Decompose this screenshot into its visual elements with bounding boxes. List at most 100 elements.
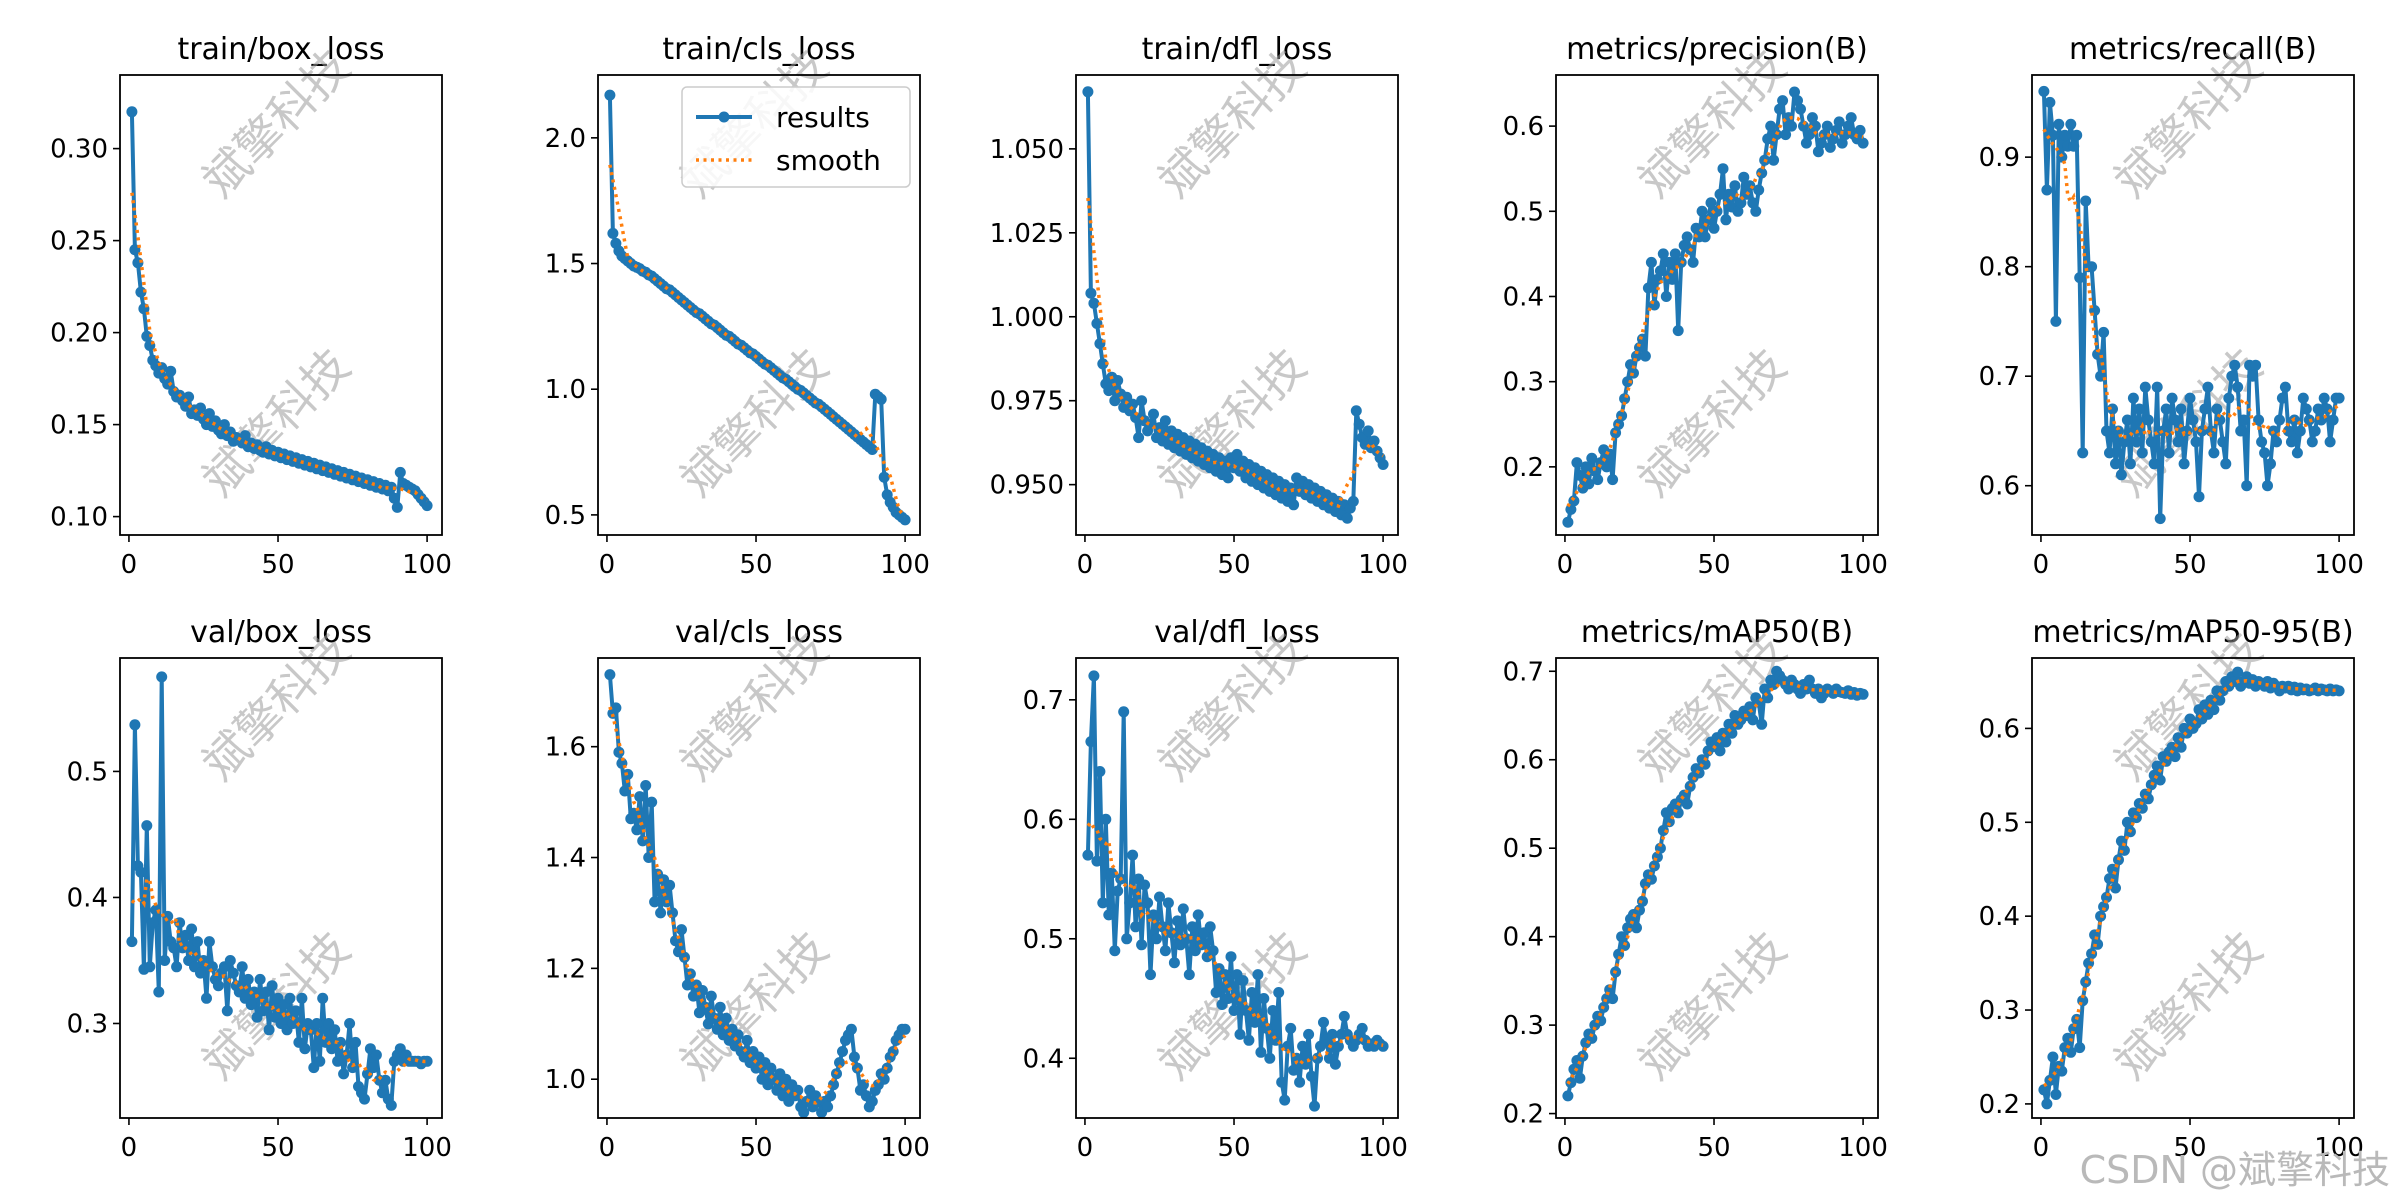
panel-9-title: metrics/mAP50(B) [1581, 615, 1853, 650]
panel-5-results-point [2318, 392, 2330, 404]
panel-5-results-point [2086, 261, 2098, 273]
panel-5-results-point [2259, 447, 2271, 459]
panel-2-results-point [604, 89, 616, 101]
panel-10-results-point [2050, 1089, 2062, 1100]
panel-8-results-point [1109, 945, 1121, 957]
panel-4-results-point [1604, 448, 1616, 460]
panel-3-results-point [1368, 435, 1380, 447]
panel-10-results-point [2062, 1032, 2074, 1044]
panel-5-results-point [2148, 458, 2160, 470]
panel-6-frame [119, 657, 443, 1119]
panel-5-results-point [2136, 447, 2148, 459]
panel-8-results-point [1294, 1076, 1306, 1088]
panel-4-results-point [1705, 197, 1717, 209]
panel-10-ytick-label-4: 0.5 [1979, 808, 2020, 838]
panel-7-results-point [720, 1012, 732, 1024]
panel-6-results-point [242, 973, 254, 985]
panel-5-results-point [2041, 184, 2053, 196]
panel-6-results-point [186, 923, 198, 935]
panel-9-results-point [1595, 1015, 1607, 1027]
panel-8-results-point [1183, 969, 1195, 981]
panel-7-results-point [604, 669, 616, 681]
panel-1-results-point [391, 501, 403, 513]
csdn-credit-watermark: CSDN @斌擎科技 [2079, 1148, 2390, 1192]
panel-4-results-point [1795, 103, 1806, 115]
panel-5-results-point [2077, 447, 2089, 459]
panel-7-results-point [822, 1101, 834, 1113]
panel-1-results-point [239, 430, 251, 442]
panel-7-results-point [613, 746, 625, 758]
panel-6-results-point [332, 1055, 344, 1067]
panel-6-ytick-label-1: 0.3 [67, 1009, 108, 1039]
panel-4-ytick-label-4: 0.5 [1503, 197, 1544, 227]
panel-3-results-point [1377, 459, 1389, 470]
panel-9-ytick-label-5: 0.6 [1503, 746, 1544, 776]
panel-4-results-point [1720, 214, 1732, 226]
panel-8-results-point [1338, 1010, 1350, 1022]
panel-10-results-point [2214, 694, 2226, 706]
panel-5-results-point [2104, 447, 2115, 459]
panel-2-xtick-label-2: 50 [739, 550, 772, 580]
panel-5-results-point [2187, 414, 2199, 426]
panel-1-ytick-label-1: 0.10 [50, 503, 108, 533]
panel-10-results-point [2038, 1084, 2050, 1096]
panel-4-results-point [1592, 474, 1604, 486]
panel-4-results-point [1622, 376, 1634, 388]
panel-5-results-point [2038, 85, 2050, 97]
panel-7-results-point [837, 1046, 848, 1057]
panel-5-results-point [2098, 326, 2110, 338]
panel-8-results-point [1100, 813, 1112, 825]
panel-5-results-point [2050, 315, 2062, 327]
panel-6-results-point [421, 1055, 433, 1067]
panel-5-results-point [2250, 359, 2262, 371]
panel-10-xtick-label-1: 0 [2033, 1133, 2050, 1163]
panel-7-results-point [649, 896, 661, 908]
panel-10-ytick-label-3: 0.4 [1979, 902, 2020, 932]
panel-9-results-point [1720, 736, 1732, 748]
panel-7-results-point [679, 951, 690, 963]
panel-5-xtick-label-2: 50 [2173, 550, 2206, 580]
panel-8-frame [1075, 657, 1399, 1119]
panel-9-smooth-line [1566, 681, 1864, 1085]
panel-4-results-point [1681, 231, 1693, 243]
panel-5-results-point [2220, 458, 2232, 470]
panel-9-ytick-label-6: 0.7 [1503, 657, 1544, 687]
panel-3-results-point [1097, 358, 1109, 370]
panel-8-results-point [1377, 1040, 1389, 1052]
panel-4-results-point [1857, 137, 1869, 149]
panel-7-results-point [825, 1090, 837, 1102]
panel-8-results-point [1088, 670, 1100, 682]
panel-5-results-point [2238, 414, 2250, 426]
panel-6-results-point [195, 967, 206, 979]
panel-6-results-point [367, 1062, 379, 1074]
panel-8-results-point [1171, 915, 1183, 927]
panel-5-results-point [2190, 436, 2202, 448]
panel-9-ytick-label-3: 0.4 [1503, 923, 1544, 953]
panel-7-results-point [676, 924, 687, 936]
panel-6-results-point [201, 992, 212, 1004]
panel-3-results-point [1088, 297, 1100, 309]
panel-4-title: metrics/precision(B) [1566, 32, 1868, 67]
panel-4-results-point [1568, 495, 1580, 507]
panel-9-group: metrics/mAP50(B)斌擎科技斌擎科技0.20.30.40.50.60… [1503, 615, 1888, 1163]
panel-5-results-point [2139, 381, 2151, 393]
panel-3-group: train/dfl_loss斌擎科技斌擎科技0.9500.9751.0001.0… [990, 32, 1408, 580]
panel-7-results-point [610, 702, 622, 714]
panel-4-results-point [1714, 188, 1726, 200]
panel-4-results-point [1753, 184, 1765, 196]
panel-8-results-point [1255, 1046, 1267, 1058]
panel-1-ytick-label-3: 0.20 [50, 319, 108, 349]
panel-6-results-point [290, 1005, 302, 1017]
panel-8-results-point [1210, 987, 1222, 998]
panel-1-ytick-label-4: 0.25 [50, 227, 108, 257]
panel-10-results-point [2142, 793, 2154, 805]
panel-6-results-point [347, 1062, 359, 1074]
panel-4-watermark-2: 斌擎科技 [1628, 338, 1796, 506]
panel-8-ytick-label-2: 0.5 [1023, 925, 1064, 955]
panel-9-results-point [1857, 688, 1869, 700]
panel-7-results-point [741, 1034, 753, 1046]
panel-9-ytick-label-1: 0.2 [1503, 1100, 1544, 1130]
panel-4-results-point [1628, 367, 1639, 379]
panel-4-results-point [1854, 124, 1866, 136]
panel-10-results-point [2333, 685, 2345, 697]
